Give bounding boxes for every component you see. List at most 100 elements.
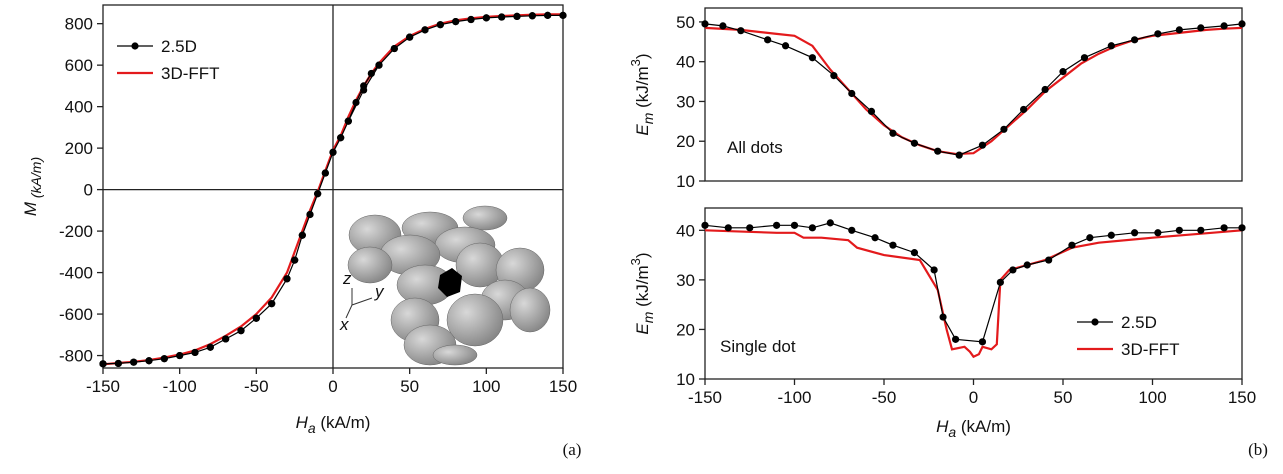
data-point [848, 226, 856, 234]
data-point [160, 355, 168, 363]
x-tick-label: 0 [328, 377, 337, 396]
label-part: H [296, 413, 309, 432]
y-tick-label: -800 [59, 347, 93, 366]
data-point [1175, 226, 1183, 234]
legend-marker [131, 42, 139, 50]
data-point [206, 343, 214, 351]
inset-particles [347, 205, 551, 366]
y-tick-label: 0 [84, 181, 93, 200]
data-point [1238, 20, 1246, 28]
data-point [352, 98, 360, 107]
y-axis-label: Em (kJ/m3) [628, 53, 656, 135]
legend-label: 3D-FFT [161, 64, 220, 83]
data-point [1107, 231, 1115, 239]
label-part: E [633, 323, 652, 335]
y-tick-label: 40 [676, 221, 695, 240]
data-point [337, 134, 345, 142]
x-axis-label: Ha (kA/m) [296, 413, 371, 436]
data-point [482, 14, 490, 22]
x-tick-label: -50 [872, 388, 897, 407]
data-point [421, 26, 429, 34]
data-point [1131, 229, 1139, 237]
x-tick-label: 100 [1138, 388, 1166, 407]
y-tick-label: -400 [59, 264, 93, 283]
data-point [145, 357, 153, 365]
y-tick-label: 30 [676, 92, 695, 111]
axis-letter: x [339, 315, 349, 334]
data-point [1197, 24, 1205, 32]
x-tick-label: 0 [969, 388, 978, 407]
y-tick-label: 10 [676, 172, 695, 191]
data-point [978, 141, 987, 149]
data-point [808, 224, 817, 232]
data-point [1154, 30, 1162, 38]
data-point [808, 54, 817, 62]
data-point [130, 358, 138, 366]
data-point [1154, 229, 1162, 237]
data-point [773, 221, 781, 229]
label-part: H [936, 417, 949, 436]
annotation: All dots [727, 138, 783, 157]
legend-label: 3D-FFT [1121, 340, 1180, 359]
data-point [252, 314, 260, 322]
data-point [1131, 36, 1139, 44]
data-point [939, 313, 947, 321]
data-point [436, 21, 444, 29]
data-point [1086, 234, 1094, 242]
data-point [930, 266, 938, 274]
data-point [191, 348, 199, 357]
y-tick-label: 30 [676, 271, 695, 290]
data-point [826, 219, 834, 227]
data-point [871, 234, 879, 242]
y-tick-label: -200 [59, 222, 93, 241]
data-point [1000, 125, 1008, 133]
data-point [513, 12, 521, 21]
series-line [704, 23, 1243, 156]
label-part: M [21, 201, 40, 216]
x-tick-label: -150 [86, 377, 120, 396]
data-point [467, 15, 475, 24]
data-point [329, 148, 337, 156]
x-tick-label: 50 [1054, 388, 1073, 407]
y-tick-label: 40 [676, 53, 695, 72]
y-axis-label: Em (kJ/m3) [628, 252, 656, 334]
annotation: Single dot [720, 337, 796, 356]
data-point [1197, 226, 1205, 234]
label-part: a [308, 420, 316, 436]
inset-axes [345, 288, 373, 319]
x-tick-label: -50 [244, 377, 269, 396]
data-point [99, 360, 107, 368]
data-point [452, 17, 460, 26]
data-point [237, 327, 245, 335]
y-tick-label: 600 [65, 56, 93, 75]
data-point [406, 33, 414, 41]
data-point [790, 221, 799, 229]
data-point [724, 224, 732, 232]
data-point [268, 300, 276, 308]
data-point [1175, 26, 1183, 34]
data-point [996, 278, 1004, 286]
data-point [955, 151, 963, 159]
data-point [1107, 42, 1115, 50]
data-point [701, 221, 709, 229]
label-part: ) [633, 252, 652, 258]
data-point [498, 13, 506, 21]
data-point [978, 338, 987, 346]
data-point [867, 107, 876, 116]
x-tick-label: -100 [777, 388, 811, 407]
data-point [1023, 261, 1031, 269]
data-point [375, 61, 383, 69]
y-tick-label: 800 [65, 15, 93, 34]
data-point [848, 89, 856, 98]
data-point [291, 256, 299, 264]
data-point [559, 11, 567, 19]
data-point [1068, 241, 1076, 249]
data-point [934, 147, 942, 155]
data-point [1080, 54, 1089, 62]
axis-letter: y [374, 282, 385, 301]
y-tick-label: 20 [676, 132, 695, 151]
label-part: 3 [628, 59, 643, 66]
label-part: (kJ/m [633, 66, 652, 112]
data-point [781, 42, 790, 50]
label-part: (kA/m) [28, 157, 44, 202]
